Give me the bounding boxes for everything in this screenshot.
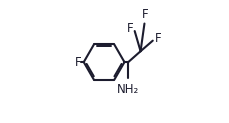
Text: F: F xyxy=(75,56,82,69)
Text: F: F xyxy=(142,8,148,21)
Text: F: F xyxy=(127,22,134,35)
Text: F: F xyxy=(155,32,161,45)
Text: NH₂: NH₂ xyxy=(117,83,139,96)
